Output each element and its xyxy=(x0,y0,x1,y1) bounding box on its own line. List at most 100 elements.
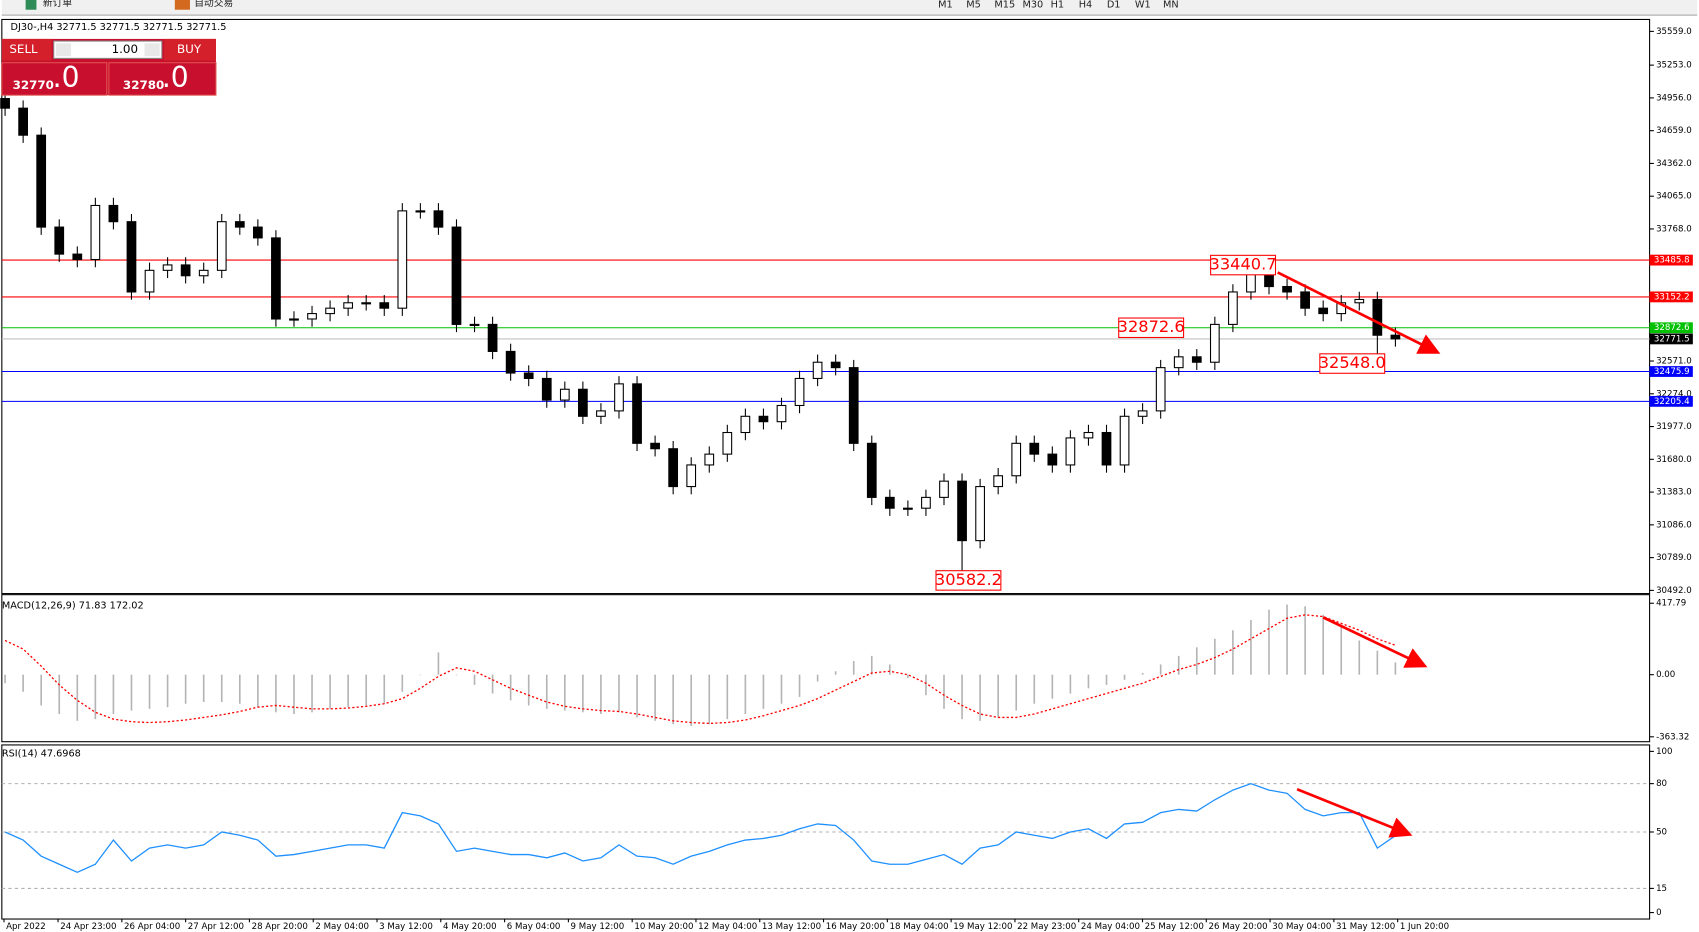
timeframe-button[interactable]: D1 xyxy=(1107,0,1121,10)
annotation-label: 32548.0 xyxy=(1319,353,1386,372)
candle-body xyxy=(1083,431,1094,439)
macd-bar xyxy=(311,674,313,713)
macd-bar xyxy=(1340,626,1343,675)
timeframe-button[interactable]: H1 xyxy=(1051,0,1065,10)
candle-body xyxy=(1119,415,1130,466)
macd-bar xyxy=(1322,614,1324,675)
timeframe-button[interactable]: M30 xyxy=(1022,0,1043,10)
candle-body xyxy=(198,269,209,277)
candle-body xyxy=(523,372,534,379)
candle-body xyxy=(830,361,841,369)
macd-bar xyxy=(636,674,638,718)
candle-body xyxy=(90,204,101,261)
macd-bar xyxy=(1376,650,1379,675)
candle-body xyxy=(108,204,119,223)
candle-body xyxy=(72,253,83,261)
macd-bar xyxy=(1051,674,1054,699)
macd-bar xyxy=(870,655,873,675)
sell-button[interactable] xyxy=(1,38,52,61)
macd-bar xyxy=(1123,674,1126,680)
price-panel xyxy=(1,18,1651,595)
y-tick-label: -363.32 xyxy=(1656,732,1689,742)
candle-body xyxy=(1029,442,1040,455)
level-box xyxy=(1649,333,1693,345)
timeframe-button[interactable]: M15 xyxy=(994,0,1015,10)
new-order-icon[interactable] xyxy=(25,0,37,10)
bid-box[interactable] xyxy=(1,62,108,96)
level-label: 33485.8 xyxy=(1654,256,1690,266)
macd-bar xyxy=(202,674,205,703)
bid-main: 32770 xyxy=(13,78,54,92)
timeframe-button[interactable]: M5 xyxy=(966,0,981,10)
macd-bar xyxy=(184,674,187,704)
trade-panel: SELL 1.00 BUY 32770 .0 32780 .0 xyxy=(1,38,217,96)
auto-trading-icon[interactable] xyxy=(174,0,190,10)
new-order-button[interactable]: 新订单 xyxy=(43,0,72,9)
x-tick-label: 19 May 12:00 xyxy=(953,922,1012,932)
rsi-arrow xyxy=(1296,788,1413,838)
macd-bar xyxy=(1195,647,1198,675)
macd-bar xyxy=(816,674,819,682)
timeframe-button[interactable]: M1 xyxy=(938,0,953,10)
level-box xyxy=(1649,291,1693,303)
x-tick-label: 24 May 04:00 xyxy=(1081,922,1140,932)
macd-bar xyxy=(1232,630,1234,675)
y-tick-label: 0.00 xyxy=(1656,670,1675,680)
candle-body xyxy=(1047,453,1058,466)
candle-body xyxy=(1155,367,1166,412)
macd-bar xyxy=(1141,672,1144,675)
candle-body xyxy=(921,496,931,509)
candle-body xyxy=(975,486,985,542)
timeframe-button[interactable]: MN xyxy=(1163,0,1179,10)
macd-bar xyxy=(762,674,765,709)
auto-trading-button[interactable]: 自动交易 xyxy=(194,0,233,9)
candle-body xyxy=(903,507,913,510)
y-tick-label: 32571.0 xyxy=(1656,357,1692,367)
candle-body xyxy=(1390,334,1401,340)
lot-down[interactable] xyxy=(55,43,72,57)
macd-panel xyxy=(1,594,1651,743)
y-tick-label: 31977.0 xyxy=(1656,422,1692,432)
x-tick-label: 13 May 12:00 xyxy=(762,922,821,932)
y-tick-label: 417.79 xyxy=(1656,599,1686,609)
candle-body xyxy=(144,269,155,293)
rsi-title: RSI(14) 47.6968 xyxy=(2,749,81,760)
toolbar xyxy=(1,0,1698,16)
macd-bar xyxy=(491,674,494,694)
candle-body xyxy=(180,264,191,277)
macd-bar xyxy=(997,674,999,718)
macd-bar xyxy=(509,674,512,701)
candle-body xyxy=(993,475,1004,488)
plot-layer: 35559.0 35253.0 34956.0 34659.0 34362.0 34065… xyxy=(0,27,1693,932)
y-tick-label: 15 xyxy=(1656,884,1667,894)
candle-body xyxy=(957,480,967,542)
candle-body xyxy=(307,313,317,320)
macd-bar xyxy=(148,674,151,709)
macd-bar xyxy=(293,674,295,715)
ask-box[interactable] xyxy=(108,62,217,96)
timeframe-button[interactable]: W1 xyxy=(1135,0,1151,10)
candle-body xyxy=(668,448,679,488)
level-box xyxy=(1649,254,1693,266)
macd-bar xyxy=(527,674,530,706)
macd-bar xyxy=(726,674,729,720)
timeframe-button[interactable]: H4 xyxy=(1079,0,1093,10)
macd-bar xyxy=(834,671,837,675)
x-tick-label: 6 May 04:00 xyxy=(507,922,561,932)
candle-body xyxy=(541,377,552,401)
lot-up[interactable] xyxy=(144,43,160,57)
macd-bar xyxy=(383,674,386,704)
candle-body xyxy=(704,453,715,466)
annotation-box xyxy=(935,570,1002,591)
y-tick-label: 30492.0 xyxy=(1656,586,1692,596)
lot-field[interactable] xyxy=(53,40,163,59)
y-tick-label: 34956.0 xyxy=(1656,93,1692,103)
macd-bar xyxy=(1015,674,1018,711)
macd-bar xyxy=(889,664,891,675)
candle-body xyxy=(614,383,624,412)
x-tick-label: 9 May 12:00 xyxy=(571,922,625,932)
buy-button[interactable] xyxy=(164,38,216,61)
macd-bar xyxy=(166,674,169,708)
candle-body xyxy=(216,221,227,271)
candle-body xyxy=(271,237,281,320)
